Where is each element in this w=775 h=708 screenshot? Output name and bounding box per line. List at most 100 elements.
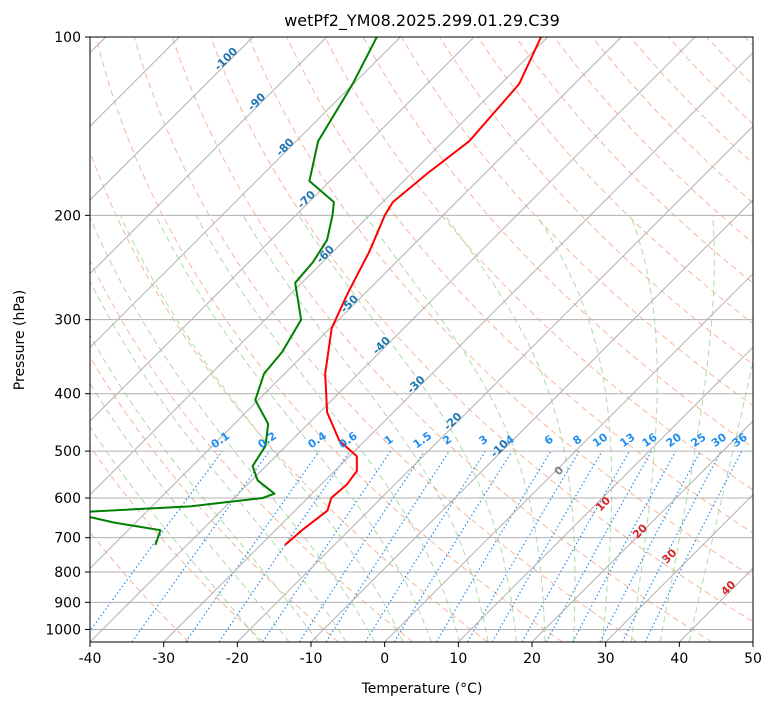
isotherm-line bbox=[310, 199, 753, 642]
temperature-profile-line bbox=[284, 37, 542, 546]
dry-adiabat-label: -100 bbox=[212, 44, 241, 73]
moist-adiabat-line bbox=[444, 215, 576, 642]
x-axis: -40 -30 -20 -10 0 10 20 30 40 50 bbox=[79, 642, 762, 667]
moist-adiabat-label: 40 bbox=[718, 578, 738, 598]
moist-adiabat-line bbox=[120, 215, 404, 642]
dry-adiabat-label: -40 bbox=[370, 334, 393, 357]
x-tick-label: 40 bbox=[670, 651, 688, 667]
dry-adiabat-line bbox=[477, 37, 753, 325]
x-tick-label: -40 bbox=[79, 651, 102, 667]
isotherm-line bbox=[90, 37, 696, 642]
mixing-ratio-label: 0.2 bbox=[256, 429, 279, 451]
mixing-ratio-label: 6 bbox=[542, 433, 556, 448]
mixing-ratio-label: 0.4 bbox=[306, 429, 330, 451]
y-tick-label: 800 bbox=[54, 565, 81, 581]
isotherm-line bbox=[163, 51, 753, 642]
dry-adiabat-line bbox=[248, 37, 753, 578]
mixing-ratio-line bbox=[644, 450, 743, 642]
dry-adiabat-line bbox=[591, 37, 753, 204]
mixing-ratio-label: 16 bbox=[640, 430, 660, 450]
mixing-ratio-line bbox=[545, 450, 653, 642]
mixing-ratio-label: 8 bbox=[571, 433, 585, 448]
isotherm-line bbox=[236, 125, 753, 642]
mixing-ratio-line bbox=[393, 450, 513, 642]
isotherm-line bbox=[90, 37, 254, 201]
moist-adiabat-line bbox=[155, 215, 432, 642]
dry-adiabat-line bbox=[286, 37, 753, 534]
isotherm-line bbox=[752, 641, 753, 642]
plot-area: 0.1 0.2 0.4 0.6 1 1.5 2 3 4 6 8 10 13 16 20 25 30 36-100-… bbox=[90, 37, 753, 642]
moist-adiabat-label: 10 bbox=[593, 494, 613, 514]
isotherm-line bbox=[384, 272, 753, 642]
chart-title: wetPf2_YM08.2025.299.01.29.C39 bbox=[284, 11, 560, 31]
mixing-ratio-label: 1 bbox=[382, 433, 396, 448]
moist-adiabat-line bbox=[90, 382, 290, 642]
dry-adiabat-line bbox=[90, 259, 414, 642]
isotherm-line bbox=[457, 346, 753, 642]
dry-adiabat-line bbox=[324, 37, 753, 491]
dry-adiabat-line bbox=[90, 445, 264, 642]
mixing-ratio-line bbox=[131, 450, 270, 642]
moist-adiabat-line bbox=[659, 215, 715, 642]
x-tick-label: 50 bbox=[744, 651, 762, 667]
moist-adiabat-line bbox=[688, 358, 753, 642]
dry-adiabat-label: -90 bbox=[245, 90, 268, 113]
mixing-ratio-label: 3 bbox=[477, 433, 491, 448]
x-axis-label: Temperature (°C) bbox=[361, 681, 483, 697]
isotherm-line bbox=[605, 493, 753, 642]
moist-adiabat-line bbox=[90, 426, 261, 642]
mixing-ratio-lines bbox=[90, 450, 743, 642]
dry-adiabat-line bbox=[668, 37, 753, 125]
y-axis: 100 200 300 400 500 600 700 800 900 1000 bbox=[45, 30, 90, 638]
x-tick-label: -10 bbox=[300, 651, 323, 667]
dry-adiabat-line bbox=[90, 150, 488, 642]
moist-adiabat-line bbox=[90, 279, 347, 642]
dewpoint-profile-line bbox=[90, 37, 378, 546]
isotherm-line bbox=[90, 37, 328, 275]
dry-adiabat-label: -30 bbox=[404, 373, 427, 396]
moist-adiabat-line bbox=[630, 215, 658, 642]
x-tick-label: 10 bbox=[449, 651, 467, 667]
x-tick-label: 0 bbox=[380, 651, 389, 667]
isotherm-line bbox=[678, 567, 753, 642]
mixing-ratio-label: 0.6 bbox=[336, 429, 360, 451]
y-tick-label: 300 bbox=[54, 313, 81, 329]
mixing-ratio-line bbox=[325, 450, 450, 642]
mixing-ratio-line bbox=[218, 450, 351, 642]
y-tick-label: 600 bbox=[54, 491, 81, 507]
dry-adiabat-line bbox=[95, 37, 563, 642]
y-axis-label: Pressure (hPa) bbox=[12, 290, 28, 390]
dry-adiabat-label: -60 bbox=[314, 242, 337, 265]
moist-adiabat-line bbox=[90, 215, 376, 642]
isotherms bbox=[90, 37, 753, 642]
isobars bbox=[90, 37, 753, 630]
mixing-ratio-line bbox=[298, 450, 425, 642]
mixing-ratio-label: 13 bbox=[617, 431, 637, 450]
mixing-ratio-label: 30 bbox=[709, 430, 729, 450]
dry-adiabat-label: -80 bbox=[273, 135, 296, 158]
mixing-ratio-line bbox=[435, 450, 552, 642]
moist-adiabat-line bbox=[195, 215, 461, 642]
moist-adiabats bbox=[90, 215, 753, 642]
dry-adiabat-line bbox=[210, 37, 753, 623]
isotherm-line bbox=[90, 37, 622, 570]
dry-adiabat-label: -70 bbox=[295, 188, 318, 211]
dry-adiabat-label: -20 bbox=[441, 410, 464, 433]
y-tick-label: 700 bbox=[54, 531, 81, 547]
isotherm-line bbox=[531, 420, 753, 642]
dry-adiabat-line bbox=[706, 37, 753, 86]
dry-adiabat-line bbox=[515, 37, 753, 284]
mixing-ratio-line bbox=[572, 450, 677, 642]
x-tick-label: 20 bbox=[523, 651, 541, 667]
moist-adiabat-label: 20 bbox=[630, 521, 650, 541]
dry-adiabat-line bbox=[171, 37, 712, 642]
moist-adiabat-line bbox=[298, 215, 517, 642]
y-tick-label: 100 bbox=[54, 30, 81, 46]
mixing-ratio-label: 0.1 bbox=[209, 429, 232, 451]
mixing-ratio-line bbox=[521, 450, 631, 642]
mixing-ratio-line bbox=[185, 450, 320, 642]
mixing-ratio-line bbox=[262, 450, 392, 642]
moist-adiabat-line bbox=[536, 215, 613, 642]
dry-adiabat-line bbox=[744, 37, 753, 47]
